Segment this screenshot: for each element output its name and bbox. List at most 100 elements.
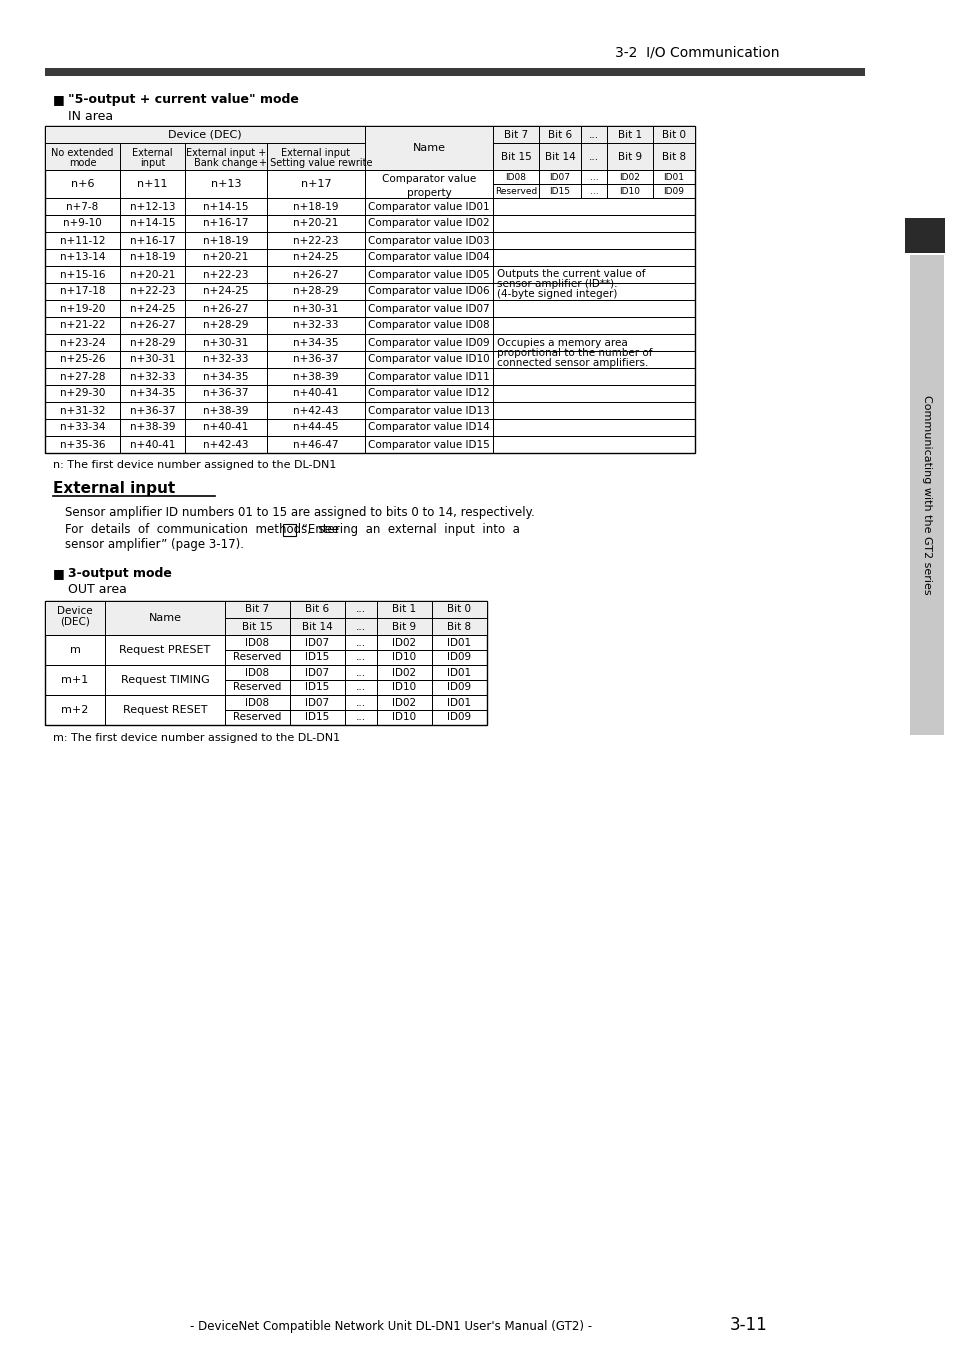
Bar [185,368,267,385]
Bar [432,665,486,680]
Text: ...: ... [355,638,366,648]
Text: Comparator value ID09: Comparator value ID09 [368,338,489,347]
Bar [225,618,290,635]
Text: Comparator value ID13: Comparator value ID13 [368,406,489,415]
Bar [45,665,105,695]
Bar [432,680,486,695]
Bar [493,143,538,170]
Bar [225,710,290,725]
Bar [185,249,267,266]
Bar [432,635,486,650]
Bar [105,665,225,695]
Text: n+30-31: n+30-31 [203,338,249,347]
Text: n+7-8: n+7-8 [67,201,98,211]
Text: n+6: n+6 [71,178,94,189]
Text: Reserved: Reserved [233,653,281,662]
Text: n+20-21: n+20-21 [293,219,338,228]
Text: Device: Device [57,606,92,617]
Bar [120,316,185,334]
Bar [45,695,105,725]
Text: n+36-37: n+36-37 [203,388,249,399]
Bar [45,170,120,197]
Text: n+28-29: n+28-29 [203,320,249,330]
Text: n+34-35: n+34-35 [130,388,175,399]
Text: ID02: ID02 [618,173,639,181]
Bar [493,184,538,197]
Text: Bit 7: Bit 7 [503,130,528,139]
Bar [538,143,580,170]
Text: Comparator value ID06: Comparator value ID06 [368,287,489,296]
Bar [345,635,376,650]
Text: Outputs the current value of: Outputs the current value of [497,269,645,279]
Text: sensor amplifier” (page 3-17).: sensor amplifier” (page 3-17). [65,538,244,552]
Text: n+24-25: n+24-25 [130,303,175,314]
Text: ID15: ID15 [549,187,570,196]
Bar [376,650,432,665]
Bar [267,283,365,300]
Text: Reserved: Reserved [495,187,537,196]
Bar [185,283,267,300]
Text: ...: ... [355,683,366,692]
Text: - DeviceNet Compatible Network Unit DL-DN1 User's Manual (GT2) -: - DeviceNet Compatible Network Unit DL-D… [190,1320,592,1333]
Bar [267,249,365,266]
Bar [225,665,290,680]
Text: n+13-14: n+13-14 [60,253,105,262]
Text: Sensor amplifier ID numbers 01 to 15 are assigned to bits 0 to 14, respectively.: Sensor amplifier ID numbers 01 to 15 are… [65,506,535,519]
Bar [290,710,345,725]
Bar [267,334,365,352]
Text: (4-byte signed integer): (4-byte signed integer) [497,289,617,299]
Text: ...: ... [589,173,598,181]
Text: Comparator value ID10: Comparator value ID10 [368,354,489,365]
Bar [432,710,486,725]
Bar [185,300,267,316]
Text: n+40-41: n+40-41 [130,439,175,449]
Bar [267,197,365,215]
Text: ID10: ID10 [618,187,639,196]
Text: ...: ... [589,187,598,196]
Bar [376,618,432,635]
Text: Request RESET: Request RESET [123,704,207,715]
Bar [185,197,267,215]
Text: Bit 6: Bit 6 [305,604,329,615]
Text: n+22-23: n+22-23 [203,269,249,280]
Text: n+46-47: n+46-47 [293,439,338,449]
Text: ID07: ID07 [305,638,329,648]
Text: Name: Name [412,143,445,153]
Bar [652,143,695,170]
Text: n+40-41: n+40-41 [293,388,338,399]
Bar [432,650,486,665]
Bar [45,249,120,266]
Text: External: External [132,147,172,158]
Text: n+35-36: n+35-36 [60,439,105,449]
Bar [290,635,345,650]
Bar [376,602,432,618]
Text: n+14-15: n+14-15 [203,201,249,211]
Bar [290,665,345,680]
Text: 3-2  I/O Communication: 3-2 I/O Communication [615,45,779,59]
Bar [606,184,652,197]
Bar [120,385,185,402]
Bar [267,316,365,334]
Bar [105,635,225,665]
Bar [365,402,493,419]
Text: ■: ■ [53,93,65,105]
Bar [185,419,267,435]
Text: No extended: No extended [51,147,113,158]
Text: n+26-27: n+26-27 [130,320,175,330]
Text: ■: ■ [53,566,65,580]
Text: Communicating with the GT2 series: Communicating with the GT2 series [921,395,931,595]
Text: Comparator value: Comparator value [381,174,476,184]
Text: ID08: ID08 [505,173,526,181]
Bar [493,266,695,283]
Text: ...: ... [355,604,366,615]
Bar [185,352,267,368]
Bar [185,143,267,170]
Text: Bit 8: Bit 8 [661,151,685,161]
Text: ...: ... [355,668,366,677]
Bar [185,402,267,419]
Bar [45,334,120,352]
Bar [225,602,290,618]
Bar [120,283,185,300]
Text: n+21-22: n+21-22 [60,320,105,330]
Text: ID09: ID09 [447,653,471,662]
